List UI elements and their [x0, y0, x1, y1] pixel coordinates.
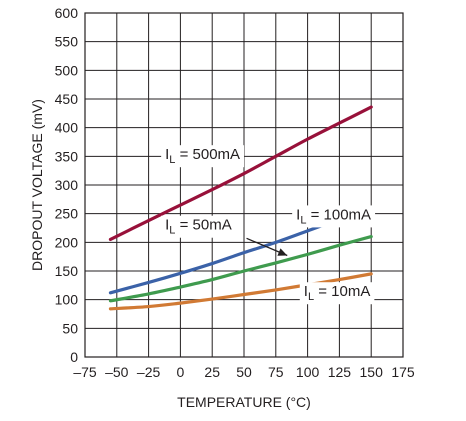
- series-label-500ma: IL = 500mA: [165, 146, 240, 166]
- x-axis-title: TEMPERATURE (°C): [177, 394, 311, 410]
- y-tick-label: 50: [62, 320, 78, 336]
- y-tick-label: 500: [55, 62, 79, 78]
- series-line-500ma: [108, 105, 373, 242]
- x-tick-label: 100: [296, 364, 320, 380]
- y-tick-label: 450: [55, 91, 79, 107]
- y-tick-label: 300: [55, 177, 79, 193]
- x-tick-label: –75: [73, 364, 97, 380]
- y-axis-title: DROPOUT VOLTAGE (mV): [29, 99, 45, 271]
- x-tick-label: 150: [360, 364, 384, 380]
- series-labels: IL = 500mA IL = 100mA IL = 50mA IL = 10m…: [161, 145, 376, 305]
- series-label-100ma: IL = 100mA: [296, 206, 371, 226]
- series-label-50ma: IL = 50mA: [165, 217, 232, 237]
- arrow-50ma-head: [277, 248, 288, 256]
- label-background-10ma: [299, 282, 375, 305]
- series-line-50ma: [108, 235, 373, 303]
- y-tick-label: 200: [55, 234, 79, 250]
- y-tick-label: 600: [55, 5, 79, 21]
- x-tick-label: 25: [204, 364, 220, 380]
- x-axis-ticks: –75 –50 –25 0 25 50 75 100 125 150 175: [73, 364, 415, 380]
- label-background-500ma: [161, 145, 245, 168]
- y-tick-label: 0: [70, 349, 78, 365]
- x-tick-label: 125: [328, 364, 352, 380]
- series-line-10ma: [108, 272, 373, 311]
- x-tick-label: 75: [268, 364, 284, 380]
- x-tick-label: 175: [391, 364, 415, 380]
- label-background-50ma: [161, 215, 236, 238]
- label-background-100ma: [292, 205, 376, 228]
- plot-frame: [84, 12, 404, 358]
- y-axis-ticks: 0 50 100 150 200 250 300 350 400 450 500 550 600: [55, 5, 79, 365]
- y-tick-label: 150: [55, 263, 79, 279]
- x-tick-label: 50: [236, 364, 252, 380]
- y-tick-label: 100: [55, 292, 79, 308]
- y-tick-label: 550: [55, 34, 79, 50]
- y-tick-label: 400: [55, 120, 79, 136]
- x-tick-label: –50: [105, 364, 129, 380]
- series-label-10ma: IL = 10mA: [304, 283, 371, 303]
- x-tick-label: 0: [177, 364, 185, 380]
- y-tick-label: 250: [55, 206, 79, 222]
- x-tick-label: –25: [137, 364, 161, 380]
- y-tick-label: 350: [55, 148, 79, 164]
